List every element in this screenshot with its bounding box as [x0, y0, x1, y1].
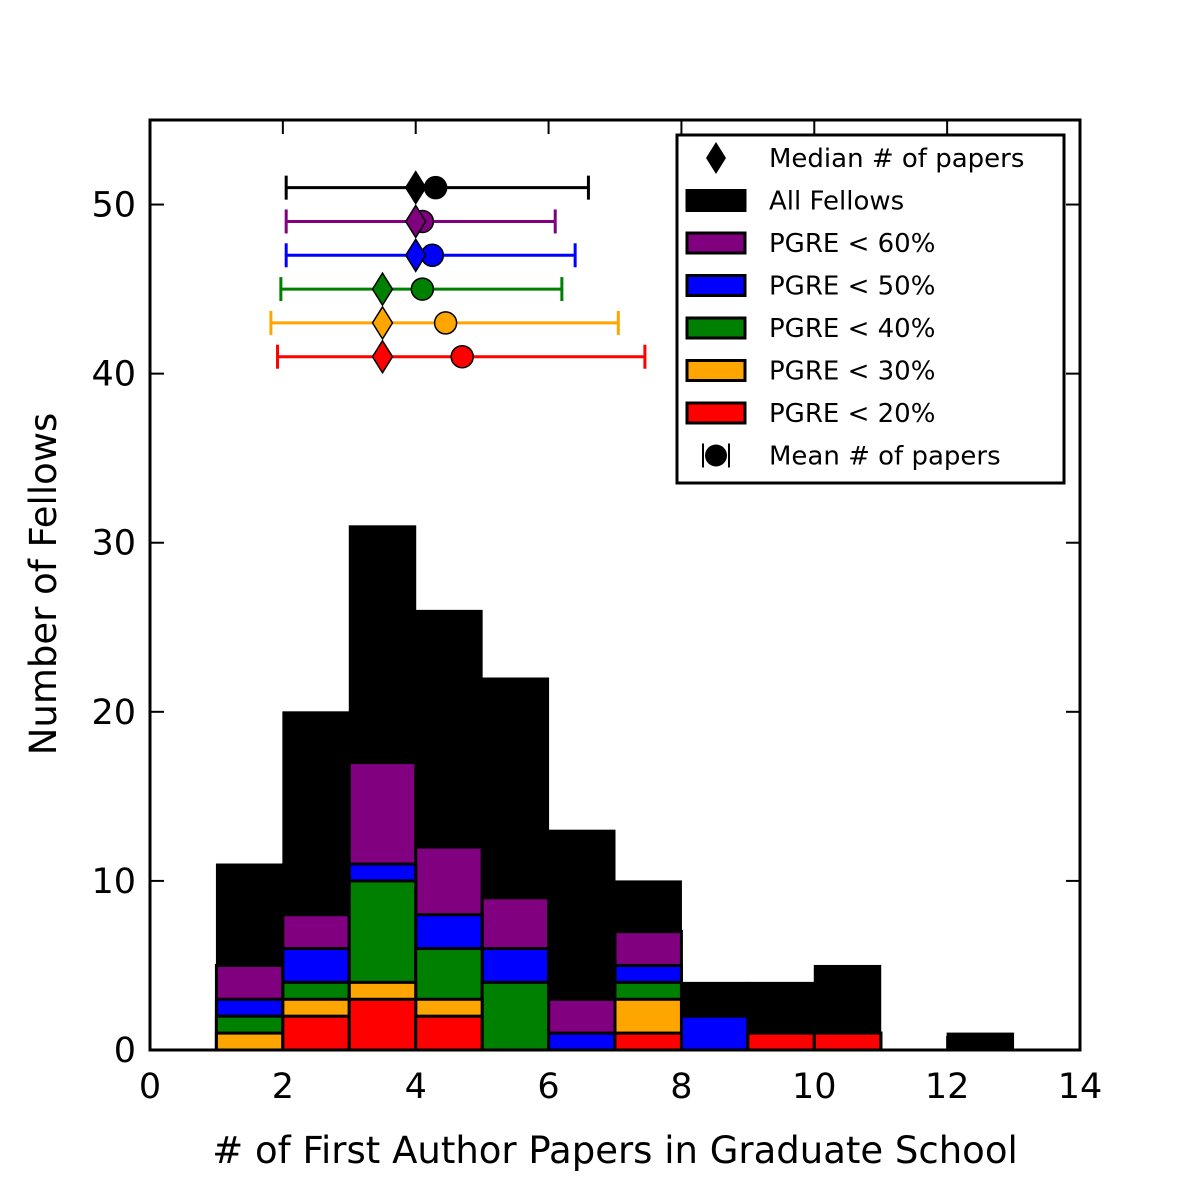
x-tick-label-5: 10	[792, 1067, 837, 1107]
bar-pgre-20--1	[281, 1014, 351, 1052]
x-tick-label-4: 8	[670, 1067, 692, 1107]
y-tick-label-3: 30	[91, 524, 136, 564]
x-tick-label-7: 14	[1058, 1067, 1103, 1107]
legend-swatch-pgre-40	[685, 316, 747, 340]
axis-ticks: 0 2 4 6 8 10 12 14 0 10 20 30 40 50	[91, 120, 1102, 1107]
mean-marker-5	[450, 344, 474, 369]
y-tick-label-4: 40	[91, 355, 136, 395]
bar-pgre-50--7	[679, 1014, 750, 1052]
bar-all-fellows-11	[946, 1032, 1015, 1051]
median-marker-2	[404, 237, 427, 273]
legend-swatch-all-fellows	[685, 189, 747, 212]
x-tick-label-2: 4	[405, 1067, 427, 1107]
legend-label-pgre-60: PGRE < 60%	[769, 229, 935, 259]
legend-swatch-pgre-50	[685, 274, 747, 297]
legend-label-pgre-30: PGRE < 30%	[769, 357, 935, 387]
mean-marker-4	[433, 311, 458, 335]
bar-pgre-50--5	[547, 1031, 617, 1052]
y-tick-label-2: 20	[91, 693, 136, 733]
bar-pgre-20--8	[746, 1031, 816, 1052]
histogram-bars	[214, 525, 1015, 1052]
median-marker-3	[371, 271, 394, 307]
bar-pgre-30--0	[214, 1031, 285, 1052]
median-marker-5	[371, 339, 394, 375]
mean-marker-3	[410, 277, 435, 301]
legend-label-pgre-40: PGRE < 40%	[769, 314, 935, 344]
legend-marker-mean-of-papers	[705, 444, 727, 467]
legend-label-pgre-20: PGRE < 20%	[769, 399, 935, 429]
bar-pgre-20--3	[414, 1014, 484, 1052]
plot-frame	[148, 118, 1082, 1052]
bar-pgre-20--6	[613, 1031, 683, 1052]
legend-label-pgre-50: PGRE < 50%	[769, 272, 935, 302]
legend: Median # of papers All Fellows PGRE < 60% P…	[675, 133, 1066, 485]
bar-pgre-20--2	[347, 997, 418, 1052]
legend-label-mean-of-papers: Mean # of papers	[769, 442, 1001, 472]
legend-label-median-of-papers: Median # of papers	[769, 144, 1024, 174]
median-marker-0	[404, 170, 427, 206]
y-tick-label-0: 0	[114, 1031, 136, 1071]
x-tick-label-3: 6	[537, 1067, 559, 1107]
x-tick-label-6: 12	[925, 1067, 970, 1107]
x-tick-label-1: 2	[272, 1067, 294, 1107]
median-marker-1	[404, 204, 427, 239]
legend-swatch-pgre-20	[685, 401, 747, 425]
legend-marker-median-of-papers	[706, 142, 726, 174]
y-tick-label-1: 10	[91, 862, 136, 902]
median-marker-4	[371, 305, 394, 341]
bar-pgre-40--4	[480, 980, 551, 1052]
y-tick-label-5: 50	[91, 186, 136, 226]
legend-label-all-fellows: All Fellows	[769, 187, 904, 217]
legend-swatch-pgre-30	[685, 359, 747, 382]
summary-errorbars	[269, 170, 647, 375]
x-tick-label-0: 0	[139, 1067, 161, 1107]
bar-pgre-20--9	[812, 1031, 883, 1052]
x-axis-label: # of First Author Papers in Graduate Sch…	[212, 1129, 1018, 1172]
legend-swatch-pgre-60	[685, 231, 747, 255]
y-axis-label: Number of Fellows	[22, 413, 65, 756]
mean-marker-0	[423, 175, 448, 200]
